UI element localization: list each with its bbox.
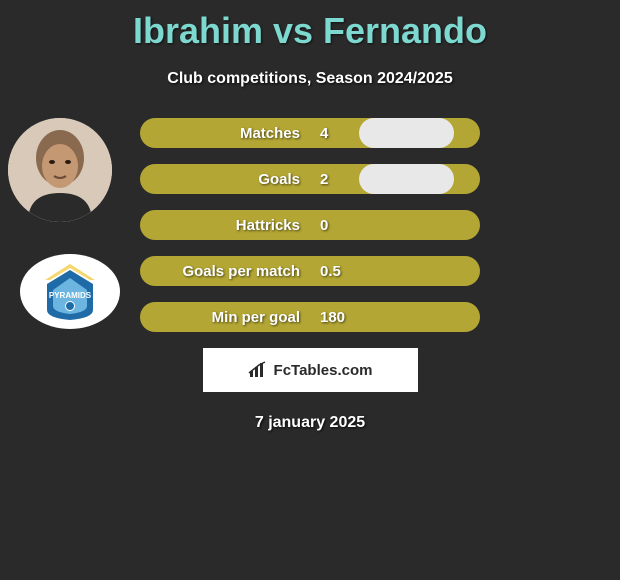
footer-brand-box: FcTables.com bbox=[203, 348, 418, 392]
player1-avatar bbox=[8, 118, 112, 222]
chart-icon bbox=[248, 361, 268, 379]
stat-row: Min per goal 180 bbox=[140, 302, 480, 332]
footer-brand-text: FcTables.com bbox=[274, 362, 373, 379]
stat-bar-p1: Matches bbox=[140, 118, 310, 148]
stat-bar-p1: Min per goal bbox=[140, 302, 310, 332]
stat-bar-p1: Goals per match bbox=[140, 256, 310, 286]
stat-row: Matches 4 bbox=[140, 118, 480, 148]
stat-bar-p1: Goals bbox=[140, 164, 310, 194]
stat-bar-p1-value: 180 bbox=[310, 302, 480, 332]
stat-row: Hattricks 0 bbox=[140, 210, 480, 240]
stat-bar-p1-value: 0.5 bbox=[310, 256, 480, 286]
svg-text:PYRAMIDS: PYRAMIDS bbox=[49, 291, 92, 300]
stat-bar-p1-value: 0 bbox=[310, 210, 480, 240]
player1-club-badge: PYRAMIDS bbox=[20, 254, 120, 329]
date-text: 7 january 2025 bbox=[0, 414, 620, 432]
comparison-content: PYRAMIDS Matches 4 Goals 2 bbox=[0, 118, 620, 432]
stat-row: Goals per match 0.5 bbox=[140, 256, 480, 286]
stat-pill-p2 bbox=[359, 118, 454, 148]
pyramids-badge-icon: PYRAMIDS bbox=[35, 262, 105, 322]
stat-pill-p2 bbox=[359, 164, 454, 194]
page-title: Ibrahim vs Fernando bbox=[0, 0, 620, 52]
subtitle: Club competitions, Season 2024/2025 bbox=[0, 70, 620, 88]
stat-bars: Matches 4 Goals 2 Hattricks 0 bbox=[140, 118, 480, 332]
avatar-placeholder-icon bbox=[8, 118, 112, 222]
stat-bar-p1: Hattricks bbox=[140, 210, 310, 240]
stat-row: Goals 2 bbox=[140, 164, 480, 194]
